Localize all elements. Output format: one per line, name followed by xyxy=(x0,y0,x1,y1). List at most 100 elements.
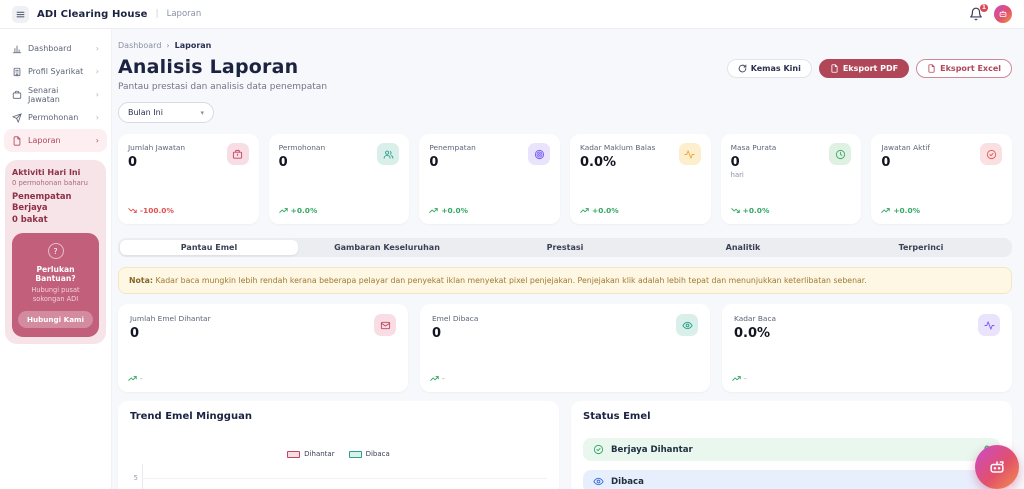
stat-label: Masa Purata xyxy=(730,143,777,152)
activity-panel: Aktiviti Hari Ini 0 permohonan baharu Pe… xyxy=(5,160,106,345)
stat-value: 0 xyxy=(881,154,891,170)
period-select[interactable]: Bulan Ini ▾ xyxy=(118,102,214,123)
notifications-bell-icon[interactable]: 1 xyxy=(969,3,988,22)
stat-value: 0 xyxy=(429,154,439,170)
sidebar-item-senarai-jawatan[interactable]: Senarai Jawatan › xyxy=(4,83,107,106)
email-trend-chart-card: Trend Emel Mingguan Dihantar Dibaca xyxy=(118,401,559,489)
stats-row: Jumlah Jawatan 0 -100.0% xyxy=(118,134,1012,224)
stat-trend: +0.0% xyxy=(730,206,769,215)
export-excel-button[interactable]: Eksport Excel xyxy=(916,59,1012,78)
stat-card-emel-dibaca: Emel Dibaca 0 - xyxy=(420,304,710,393)
trending-up-icon xyxy=(429,208,439,213)
status-card-title: Status Emel xyxy=(583,411,651,423)
stat-label: Penempatan xyxy=(429,143,476,152)
contact-us-button[interactable]: Hubungi Kami xyxy=(18,311,93,329)
eye-icon xyxy=(676,314,698,337)
stat-value: 0 xyxy=(130,325,140,341)
refresh-icon xyxy=(738,64,747,73)
sidebar: Dashboard › Profil Syarikat › Senarai Ja… xyxy=(0,29,112,489)
file-icon xyxy=(831,64,838,73)
target-icon xyxy=(528,143,550,165)
activity-subtitle: 0 permohonan baharu xyxy=(12,179,88,187)
hamburger-menu-icon[interactable] xyxy=(12,5,29,23)
stat-value: 0 xyxy=(730,154,740,170)
trending-up-icon xyxy=(430,376,439,382)
stat-trend: -100.0% xyxy=(128,206,174,215)
tab-prestasi[interactable]: Prestasi xyxy=(546,243,584,252)
chatbot-fab-button[interactable] xyxy=(975,445,1019,489)
notification-badge: 1 xyxy=(980,3,988,12)
export-pdf-button[interactable]: Eksport PDF xyxy=(818,59,910,78)
chart-axis: 5 4 xyxy=(130,464,547,489)
stat-value: 0 xyxy=(432,325,442,341)
stat-label: Kadar Baca xyxy=(734,314,777,324)
gridline xyxy=(143,477,547,479)
stat-trend: +0.0% xyxy=(429,206,468,215)
breadcrumb-separator-icon: › xyxy=(166,41,170,50)
breadcrumb: Dashboard › Laporan xyxy=(118,41,1012,50)
legend-item-dihantar[interactable]: Dihantar xyxy=(287,450,335,458)
note-text: Kadar baca mungkin lebih rendah kerana b… xyxy=(155,276,867,285)
chevron-down-icon: ▾ xyxy=(200,108,204,117)
stat-card-masa-purata: Masa Purata 0 hari +0.0% xyxy=(720,134,862,224)
activity-highlight: Penempatan Berjaya 0 bakat xyxy=(12,191,72,224)
y-tick-label: 5 xyxy=(133,474,138,483)
sidebar-item-profil-syarikat[interactable]: Profil Syarikat › xyxy=(4,60,107,83)
tab-pantau-emel[interactable]: Pantau Emel xyxy=(120,240,298,255)
stat-trend: - xyxy=(430,374,445,383)
main-layout: Dashboard › Profil Syarikat › Senarai Ja… xyxy=(0,29,1024,489)
trending-up-icon xyxy=(881,208,891,213)
briefcase-icon xyxy=(12,90,22,100)
trending-up-icon xyxy=(580,208,589,213)
status-row-berjaya-dihantar: Berjaya Dihantar 0 xyxy=(583,438,1000,462)
users-icon xyxy=(377,143,400,165)
period-select-value: Bulan Ini xyxy=(128,108,163,117)
stat-unit: hari xyxy=(730,170,744,179)
sidebar-item-laporan[interactable]: Laporan › xyxy=(4,129,107,152)
note-banner: Nota: Kadar baca mungkin lebih rendah ke… xyxy=(118,267,1012,295)
note-prefix: Nota: xyxy=(129,276,153,285)
stat-card-jumlah-emel-dihantar: Jumlah Emel Dihantar 0 - xyxy=(118,304,408,393)
app-title: ADI Clearing House xyxy=(37,8,148,20)
check-circle-icon xyxy=(980,143,1002,165)
stat-card-permohonan: Permohonan 0 +0.0% xyxy=(268,134,410,224)
status-label: Dibaca xyxy=(611,476,644,487)
stat-card-penempatan: Penempatan 0 +0.0% xyxy=(419,134,560,224)
tab-analitik[interactable]: Analitik xyxy=(725,243,761,252)
trending-down-icon xyxy=(128,208,137,213)
refresh-button[interactable]: Kemas Kini xyxy=(726,59,812,78)
content-area: Dashboard › Laporan Analisis Laporan Pan… xyxy=(112,29,1024,489)
stat-card-jumlah-jawatan: Jumlah Jawatan 0 -100.0% xyxy=(118,134,259,224)
stat-label: Jumlah Jawatan xyxy=(128,143,186,152)
activity-icon xyxy=(678,143,701,165)
legend-item-dibaca[interactable]: Dibaca xyxy=(348,450,390,458)
tab-gambaran-keseluruhan[interactable]: Gambaran Keseluruhan xyxy=(334,243,440,252)
page-header-left: Analisis Laporan Pantau prestasi dan ana… xyxy=(118,56,327,123)
briefcase-icon xyxy=(226,143,249,165)
topbar-right: 1 xyxy=(969,3,1012,23)
page-title: Analisis Laporan xyxy=(118,56,299,78)
sidebar-item-dashboard[interactable]: Dashboard › xyxy=(4,37,107,60)
sidebar-item-permohonan[interactable]: Permohonan › xyxy=(4,106,107,129)
sidebar-item-label: Dashboard xyxy=(28,44,72,53)
chart-legend: Dihantar Dibaca xyxy=(130,450,547,458)
sidebar-item-label: Laporan xyxy=(28,136,61,145)
user-avatar[interactable] xyxy=(994,5,1012,23)
activity-title: Aktiviti Hari Ini xyxy=(12,168,81,177)
stat-value: 0 xyxy=(278,154,288,170)
header-actions: Kemas Kini Eksport PDF Eksport Excel xyxy=(726,59,1012,78)
bottom-row: Trend Emel Mingguan Dihantar Dibaca xyxy=(118,401,1012,489)
tab-terperinci[interactable]: Terperinci xyxy=(898,243,944,252)
chevron-right-icon: › xyxy=(95,136,99,145)
stat-trend: +0.0% xyxy=(278,206,317,215)
chart-title: Trend Emel Mingguan xyxy=(130,411,252,423)
eye-icon xyxy=(593,478,604,486)
chevron-right-icon: › xyxy=(95,67,99,76)
help-title: Perlukan Bantuan? xyxy=(35,265,76,284)
tab-bar: Pantau Emel Gambaran Keseluruhan Prestas… xyxy=(118,238,1012,257)
breadcrumb-root[interactable]: Dashboard xyxy=(118,41,162,50)
stat-value: 0.0% xyxy=(734,325,771,341)
stat-label: Emel Dibaca xyxy=(432,314,479,324)
email-stats-row: Jumlah Emel Dihantar 0 - xyxy=(118,304,1012,393)
stat-label: Jawatan Aktif xyxy=(881,143,930,152)
